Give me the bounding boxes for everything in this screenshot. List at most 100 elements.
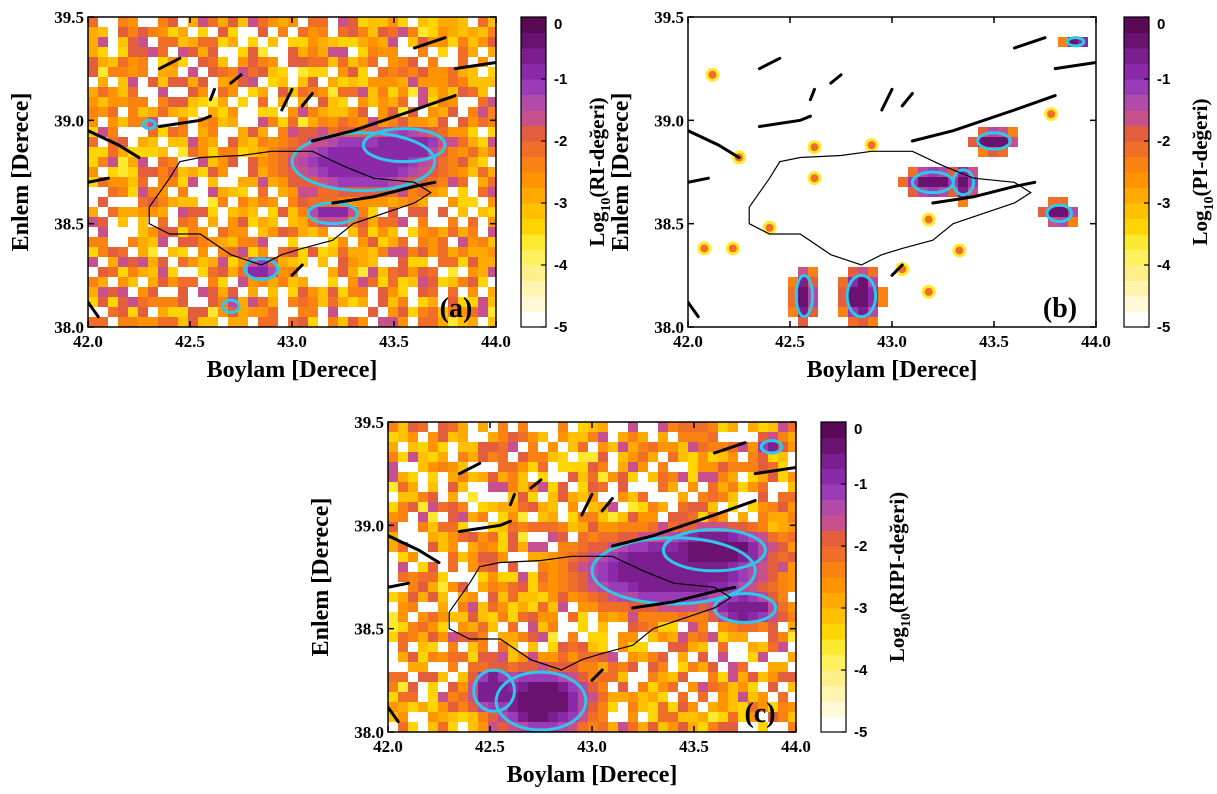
heat-cell [388,702,398,712]
heat-cell [128,117,138,127]
heat-cell [358,57,368,67]
heat-cell [338,247,348,257]
heat-cell [508,592,518,602]
heat-cell [598,642,608,652]
heat-cell [698,542,708,552]
heat-cell [788,712,796,722]
heat-cell [958,187,968,197]
heat-cell [398,127,408,137]
heat-cell [628,492,638,502]
heat-cell [368,117,378,127]
heat-cell [618,542,628,552]
heat-cell [488,67,496,77]
heat-cell [698,492,708,502]
panel-label: (b) [1043,293,1077,324]
colorbar-tick-label: -3 [1157,195,1170,212]
heat-cell [488,137,496,147]
heat-cell [198,237,208,247]
heat-cell [478,187,488,197]
heat-cell [318,107,328,117]
heat-cell [398,27,408,37]
heat-cell [538,662,548,672]
heat-cell [608,692,618,702]
heat-cell [308,197,318,207]
colorbar-segment [821,484,846,500]
heat-cell [698,712,708,722]
heat-cell [138,217,148,227]
heat-cell [558,692,568,702]
heat-cell [298,127,308,137]
heat-cell [538,652,548,662]
heat-cell [268,77,278,87]
heat-cell [738,572,748,582]
heat-cell [178,167,188,177]
heat-cell [388,432,398,442]
heat-cell [348,67,358,77]
heat-cell [388,522,398,532]
heat-cell [358,117,368,127]
heat-cell [768,522,778,532]
heat-cell [698,722,708,732]
heat-cell [558,422,568,432]
heat-cell [1058,197,1068,207]
heat-cell [788,512,796,522]
heat-cell [488,692,498,702]
heat-cell [328,47,338,57]
heat-cell [508,612,518,622]
heat-cell [288,247,298,257]
heat-cell [258,17,268,27]
heat-cell [128,47,138,57]
heat-cell [158,157,168,167]
heat-cell [348,317,358,327]
heat-cell [648,592,658,602]
heat-cell [468,702,478,712]
heat-cell [138,247,148,257]
heat-cell [768,622,778,632]
heat-cell [758,702,768,712]
heat-cell [588,472,598,482]
heat-cell [488,317,496,327]
heat-cell [208,157,218,167]
heat-cell [418,117,428,127]
heat-cell [788,542,796,552]
heat-cell [738,602,748,612]
heat-cell [458,582,468,592]
colorbar-tick-label: -1 [854,476,867,493]
heat-cell [588,542,598,552]
heat-cell [608,602,618,612]
heat-cell [328,87,338,97]
heat-cell [598,432,608,442]
heat-cell [528,642,538,652]
heat-cell [768,682,778,692]
heat-cell [388,237,398,247]
heat-cell [678,542,688,552]
heat-cell [788,702,796,712]
heat-cell [408,247,418,257]
heat-cell [788,287,798,297]
heat-cell [158,107,168,117]
heat-cell [508,442,518,452]
heat-cell [318,247,328,257]
heat-cell [358,257,368,267]
heat-cell [298,77,308,87]
heat-cell [398,87,408,97]
heat-cell [458,532,468,542]
hot-dot-core [924,287,933,296]
heat-cell [688,532,698,542]
heat-cell [508,632,518,642]
heat-cell [138,197,148,207]
heat-cell [768,672,778,682]
heat-cell [178,207,188,217]
heat-cell [508,432,518,442]
heat-cell [318,147,328,157]
fault-trace [688,129,741,160]
heat-cell [98,247,108,257]
heat-cell [478,137,488,147]
heat-cell [788,552,796,562]
heat-cell [148,107,158,117]
colorbar-tick-label: -5 [854,724,867,741]
heat-cell [658,612,668,622]
heat-cell [228,27,238,37]
heat-cell [468,217,478,227]
heat-cell [238,207,248,217]
